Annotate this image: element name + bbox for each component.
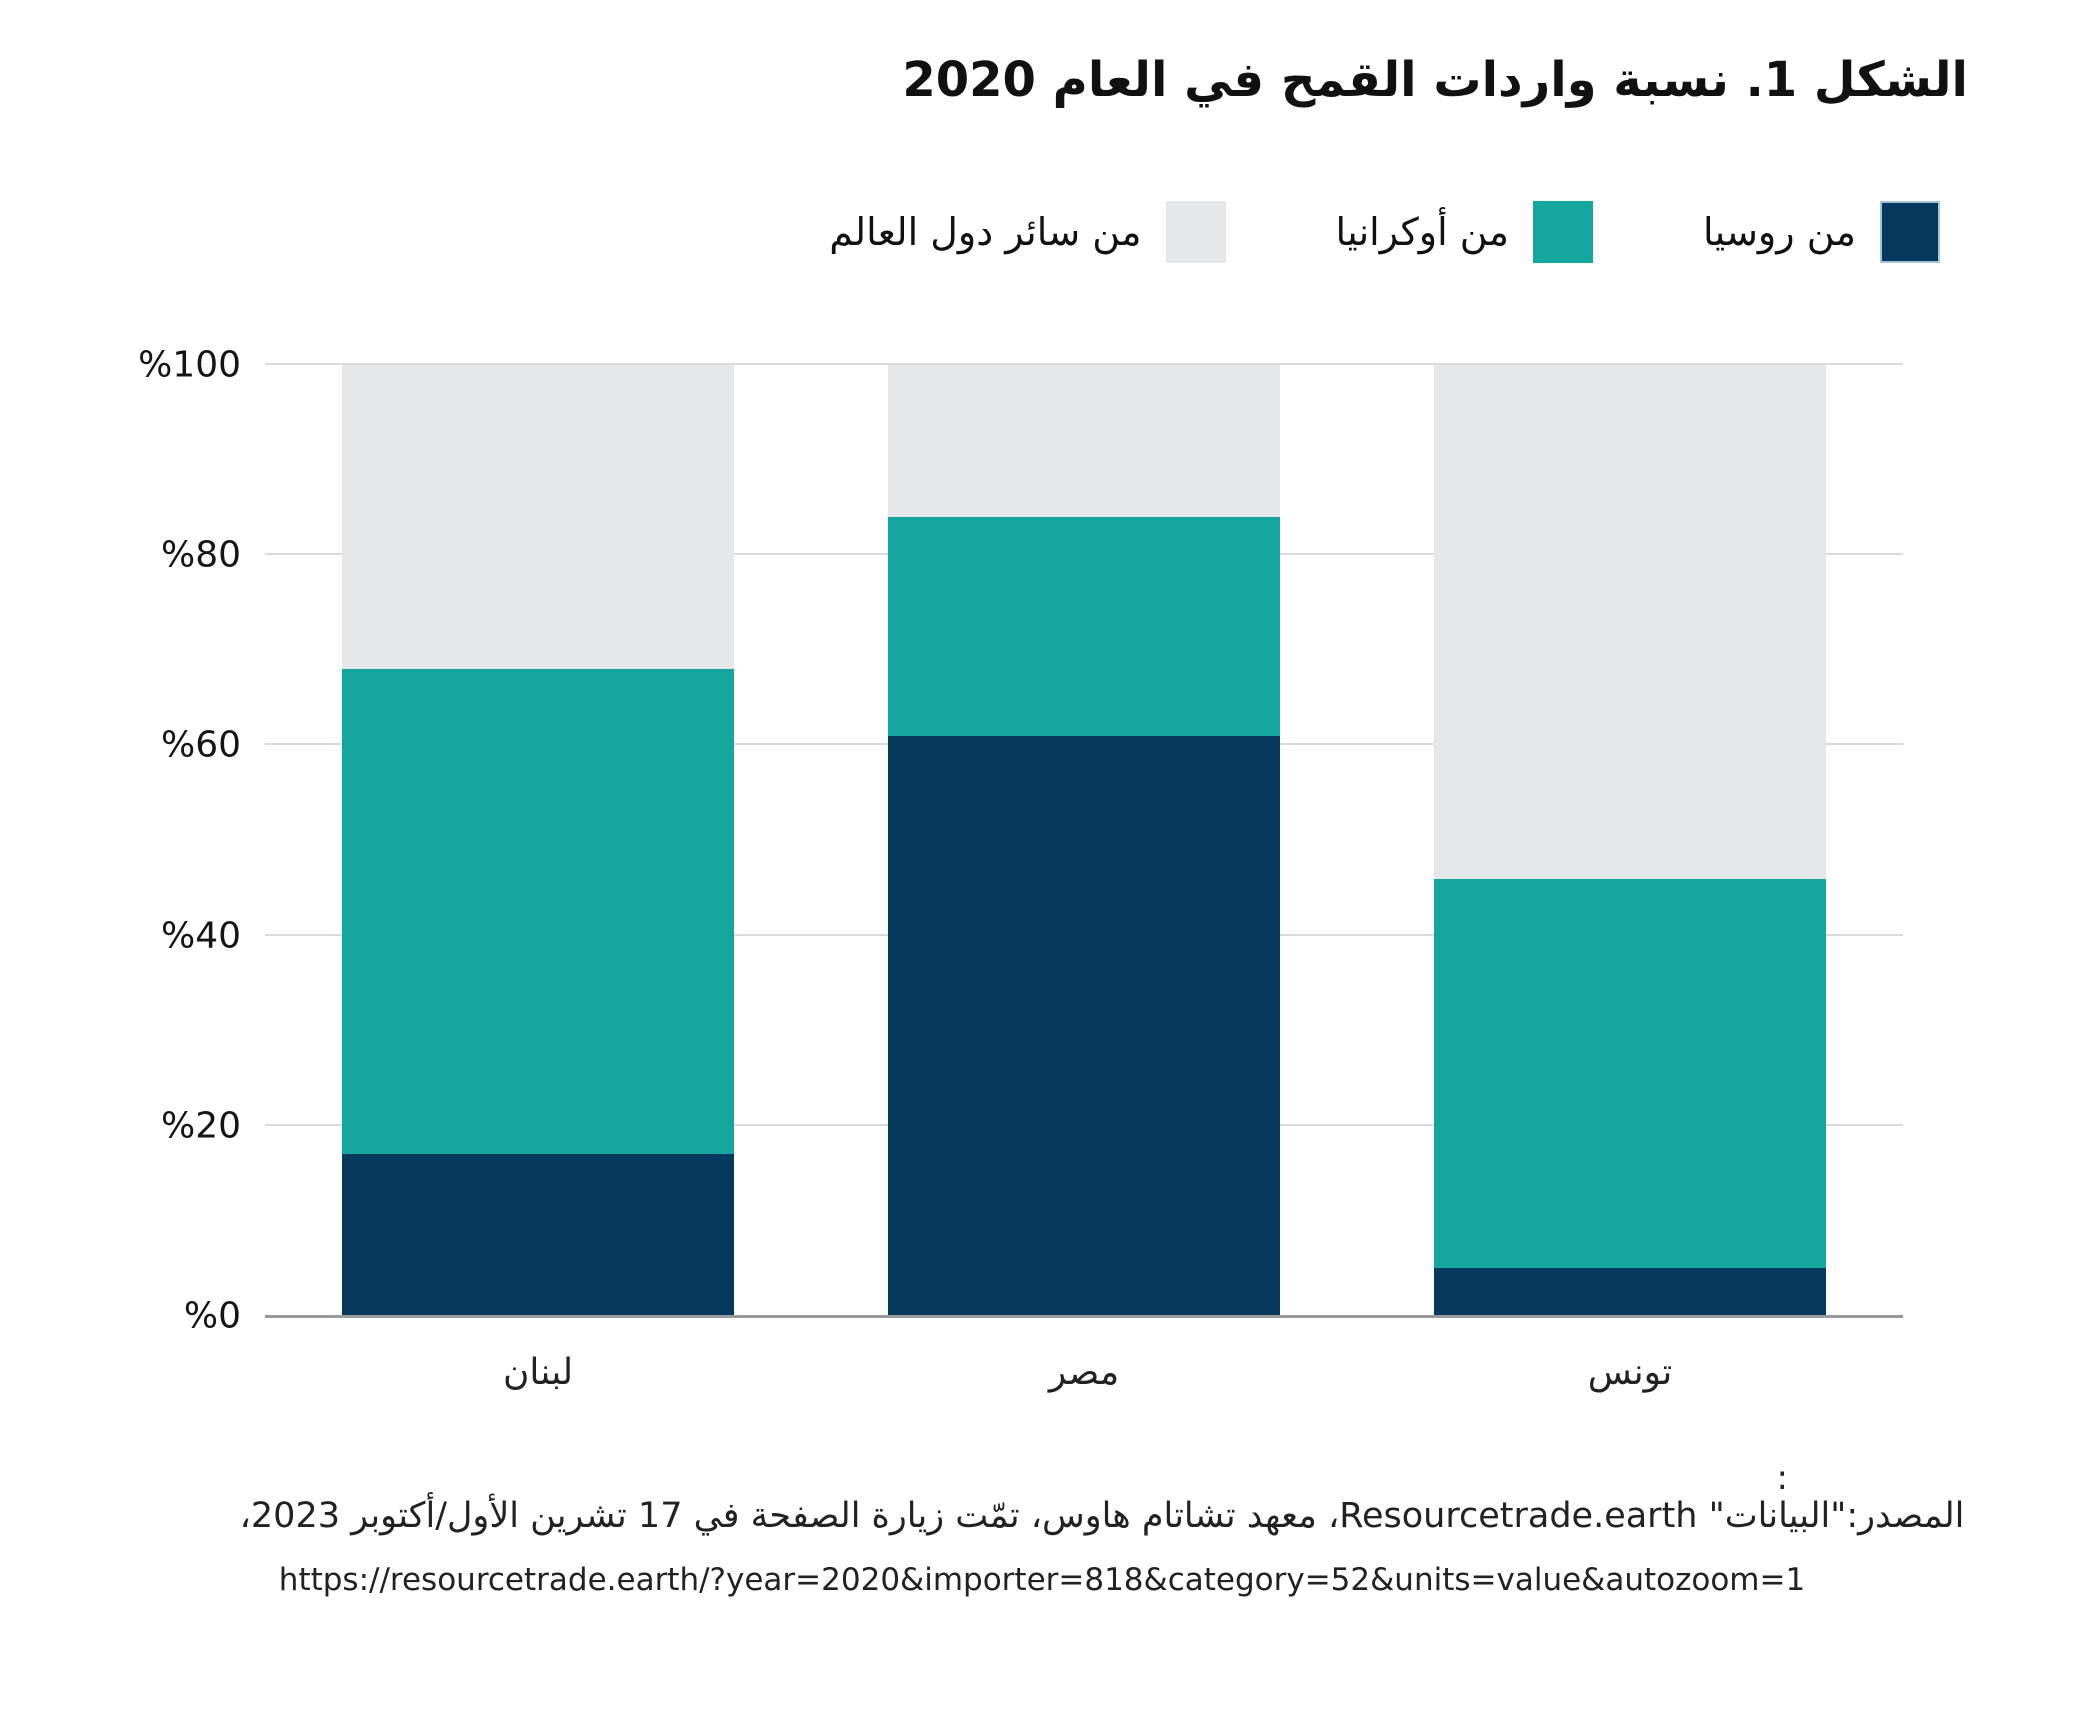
gridline	[265, 363, 1903, 365]
y-tick-label: %100	[138, 344, 241, 386]
bar-segment	[342, 365, 734, 670]
bar-segment	[888, 735, 1280, 1316]
legend-swatch-icon	[1533, 201, 1594, 263]
source-url: https://resourcetrade.earth/?year=2020&i…	[278, 1562, 1806, 1598]
bar-segment	[1434, 878, 1826, 1269]
stacked-bar	[1434, 365, 1826, 1316]
x-category-label: لبنان	[502, 1352, 574, 1393]
x-axis-line	[265, 1315, 1903, 1318]
legend-item: من روسيا	[1703, 201, 1940, 263]
y-tick-label: %80	[160, 534, 241, 576]
y-tick-label: %40	[160, 915, 241, 957]
x-category-label: مصر	[1048, 1352, 1120, 1393]
source-text: المصدر:"البيانات" Resourcetrade.earth، م…	[239, 1496, 1965, 1536]
stacked-bar	[342, 365, 734, 1316]
y-tick-label: %20	[160, 1105, 241, 1147]
legend-label: من روسيا	[1703, 210, 1856, 254]
bar-segment	[888, 365, 1280, 518]
source-colon: :	[1776, 1458, 1788, 1498]
chart-legend: من روسيا من أوكرانيا من سائر دول العالم	[829, 201, 1940, 263]
legend-label: من أوكرانيا	[1335, 210, 1510, 254]
legend-swatch-icon	[1880, 201, 1940, 263]
bar-segment	[342, 669, 734, 1155]
bar-segment	[1434, 365, 1826, 879]
stacked-bar	[888, 365, 1280, 1316]
bar-segment	[1434, 1268, 1826, 1316]
x-category-label: تونس	[1587, 1352, 1673, 1393]
y-tick-label: %60	[160, 724, 241, 766]
plot-area: %0 %20 %40 %60 %80 %100 لبنان مصر تونس	[138, 345, 1903, 1393]
legend-swatch-icon	[1165, 201, 1226, 263]
y-tick-label: %0	[183, 1295, 241, 1337]
bar-segment	[888, 517, 1280, 736]
bar-segment	[342, 1154, 734, 1316]
legend-item: من سائر دول العالم	[829, 201, 1226, 263]
legend-label: من سائر دول العالم	[829, 210, 1142, 254]
chart-title: الشكل 1. نسبة واردات القمح في العام 2020	[902, 52, 1968, 108]
legend-item: من أوكرانيا	[1336, 201, 1594, 263]
